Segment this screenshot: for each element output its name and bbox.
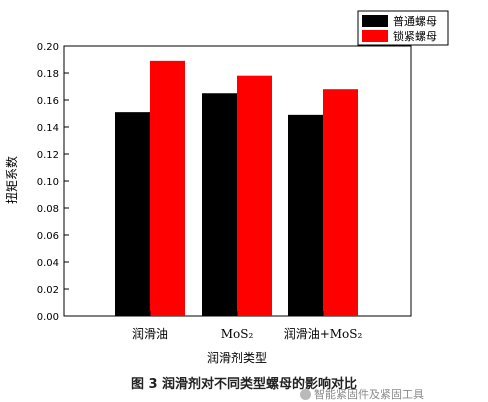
- x-tick-label: 润滑油+MoS₂: [284, 327, 363, 341]
- figure-caption: 图 3 润滑剂对不同类型螺母的影响对比: [130, 377, 358, 392]
- y-axis-ticks: 0.00 0.02 0.04 0.06 0.08 0.10 0.12 0.14 0.16 0.18…: [37, 42, 69, 323]
- x-tick-label: 润滑油: [132, 327, 168, 341]
- x-axis-ticks: 润滑油 MoS₂ 润滑油+MoS₂: [132, 311, 362, 341]
- watermark-text: 智能紧固件及紧固工具: [314, 388, 424, 401]
- y-tick-label: 0.02: [37, 285, 59, 296]
- bars-group: [115, 60, 358, 317]
- wechat-icon: [300, 389, 311, 400]
- y-tick-label: 0.20: [37, 42, 59, 53]
- bar-lock-nut-2: [323, 89, 358, 316]
- bar-lock-nut-0: [150, 60, 185, 316]
- y-tick-label: 0.16: [37, 96, 59, 107]
- legend-swatch-lock-nut: [362, 30, 388, 42]
- y-axis-label: 扭矩系数: [4, 156, 19, 204]
- y-tick-label: 0.18: [37, 69, 59, 80]
- y-tick-label: 0.10: [37, 177, 59, 188]
- y-tick-label: 0.06: [37, 231, 59, 242]
- bar-normal-nut-0: [115, 112, 150, 317]
- y-tick-label: 0.12: [37, 150, 59, 161]
- legend: 普通螺母 锁紧螺母: [357, 10, 449, 46]
- y-tick-label: 0.04: [37, 258, 59, 269]
- x-tick-label: MoS₂: [221, 327, 254, 341]
- legend-label-lock-nut: 锁紧螺母: [393, 29, 437, 43]
- y-tick-label: 0.08: [37, 204, 59, 215]
- bar-lock-nut-1: [237, 75, 272, 316]
- bar-normal-nut-2: [288, 114, 323, 316]
- legend-label-normal-nut: 普通螺母: [393, 14, 437, 28]
- watermark: 智能紧固件及紧固工具: [300, 386, 424, 402]
- legend-swatch-normal-nut: [362, 15, 388, 27]
- x-axis-label: 润滑剂类型: [207, 350, 267, 365]
- y-tick-label: 0.14: [37, 123, 59, 134]
- bar-normal-nut-1: [202, 93, 237, 316]
- y-tick-label: 0.00: [37, 312, 59, 323]
